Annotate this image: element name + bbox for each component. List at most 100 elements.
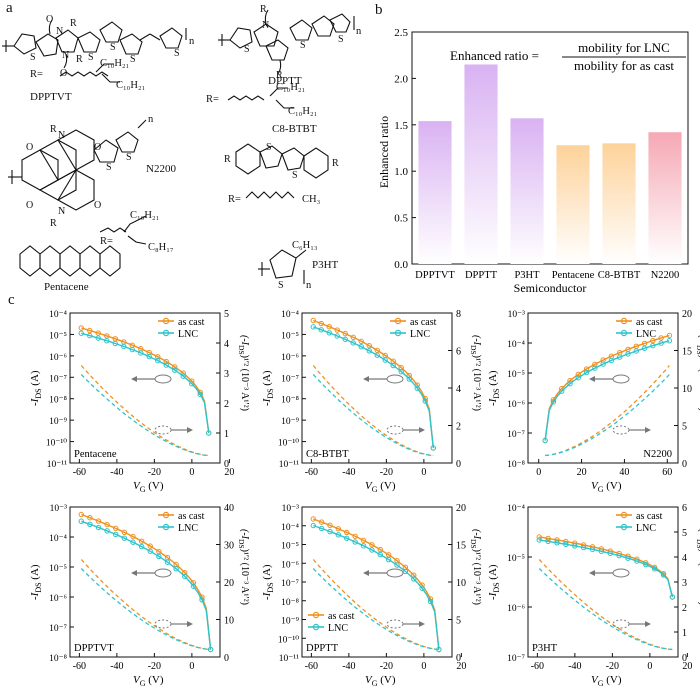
y-left-tick-label: 10⁻⁸ [507,460,525,470]
y-right-tick-label: 5 [682,422,687,433]
transfer-plot-pentacene: -60 -40 -20 0 2010⁻¹¹10⁻¹⁰10⁻⁹10⁻⁸10⁻⁷10⁻⁶10… [29,309,250,494]
data-point [536,537,542,543]
y-left-tick-label: 10⁻⁹ [281,417,300,427]
data-point [344,535,350,541]
legend-marker [312,611,320,619]
data-point [358,338,364,345]
x-tick-label: 20 [224,467,234,478]
data-point [318,525,325,532]
chemical-structures: S O O R R N N S S S S S R N R S S R N N … [2,4,362,290]
svg-text:S: S [30,52,36,63]
legend-label: as cast [178,317,205,328]
y-left-tick-label: 10⁻⁵ [507,554,525,564]
data-point [199,597,205,603]
x-tick-label: Pentacene [552,270,595,281]
data-point [550,399,557,405]
svg-text:N: N [58,130,65,141]
data-point [342,330,348,337]
curve-group-marker [154,568,172,578]
svg-text:R: R [76,54,83,65]
data-point [542,437,548,444]
legend-marker [394,317,402,325]
x-axis-label: VG (V) [365,674,396,687]
y-tick-label: 2.0 [394,73,408,85]
data-point [318,327,324,333]
data-point [327,522,333,529]
x-tick-label: 0 [421,467,426,478]
data-point [360,537,367,544]
svg-text:R: R [224,154,231,165]
y-tick-label: 1.0 [394,166,408,178]
bar-chart-bars [418,64,682,264]
data-point [658,335,664,341]
y-right-tick-label: 30 [224,541,234,552]
bar-n2200 [648,132,682,264]
data-point [78,325,84,331]
svg-text:S: S [130,54,136,65]
data-point [390,362,396,369]
y-tick-label: 0.0 [394,259,408,271]
n2200-structure [8,119,147,245]
dpptt-structure [218,9,355,109]
y-left-axis-label: -IDS (A) [29,564,43,600]
data-point [592,365,598,371]
x-axis-label: VG (V) [591,480,622,494]
y-left-tick-label: 10⁻³ [508,310,526,320]
svg-text:C₁₀H₂₁: C₁₀H₂₁ [116,80,145,91]
data-point [334,333,340,339]
data-point [580,544,587,551]
data-point [394,562,400,568]
data-point [121,529,128,536]
log-curve-as-cast [313,319,434,449]
data-point [406,372,412,379]
data-point [350,334,356,341]
data-point [402,568,409,575]
data-point [310,516,316,522]
data-point [398,369,404,375]
transfer-curves: -60 -40 -20 0 2010⁻¹¹10⁻¹⁰10⁻⁹10⁻⁸10⁻⁷10⁻⁶10… [29,309,700,687]
data-point [130,533,136,540]
x-tick-label: -60 [305,661,318,672]
data-point [422,398,428,404]
sqrt-curve-LNC [312,374,434,457]
svg-text:R=: R= [100,236,113,247]
data-point [95,330,101,336]
svg-text:R: R [276,70,283,81]
legend-label: LNC [328,623,348,634]
arrow-head-left-icon [131,570,137,576]
data-point [608,357,615,364]
data-point [658,340,664,346]
data-point [164,559,171,565]
y-left-tick-label: 10⁻⁶ [281,353,299,363]
data-point [206,430,212,436]
curve-group-marker [612,568,630,578]
arrow-head-right-icon [187,621,193,627]
bar-chart-x-label: Semiconductor [514,281,587,294]
data-point [669,594,676,600]
data-point [377,546,383,553]
legend-label: LNC [178,329,198,340]
data-point [121,535,128,541]
x-tick-label: -60 [73,467,86,478]
sqrt-curve-LNC [545,374,670,457]
legend-label: LNC [636,329,656,340]
svg-text:C₈H₁₇: C₈H₁₇ [148,242,174,253]
data-point [666,338,673,344]
svg-text:n: n [148,114,154,125]
x-tick-label: 0 [421,661,426,672]
data-point [104,528,110,534]
data-point [634,558,640,564]
data-point [545,538,551,545]
y-left-tick-label: 10⁻⁸ [281,396,299,406]
y-left-tick-label: 10⁻⁸ [49,654,67,664]
y-left-tick-label: 10⁻¹⁰ [46,439,67,449]
x-tick-label: 0 [536,467,541,478]
data-point [660,572,667,578]
svg-text:n: n [306,280,312,290]
arrow-head-left-icon [131,376,137,382]
sample-name: DPPTVT [74,643,114,654]
y-left-tick-label: 10⁻⁹ [281,617,300,627]
data-point [352,533,358,539]
svg-text:P3HT: P3HT [312,259,339,271]
data-point [374,352,380,358]
